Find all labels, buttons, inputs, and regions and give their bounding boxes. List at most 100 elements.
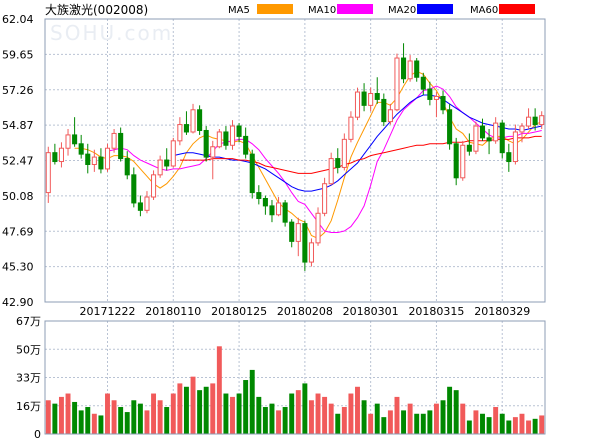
volume-bar [335, 413, 341, 434]
candle [52, 143, 58, 165]
candle [328, 152, 334, 186]
volume-bar [124, 412, 130, 434]
volume-bar [144, 410, 150, 434]
candle [137, 195, 143, 217]
volume-bar [460, 403, 466, 434]
candle-body [203, 129, 209, 158]
price-tick-label: 50.08 [2, 190, 34, 203]
volume-bar [111, 400, 117, 434]
volume-bar [131, 400, 137, 434]
candle-body [229, 125, 236, 146]
candle-body [348, 116, 354, 140]
ma20-line [173, 94, 542, 192]
candle [223, 126, 229, 150]
candle [322, 177, 328, 217]
candle [506, 143, 512, 172]
candle-body [210, 146, 216, 158]
price-axis-labels: 62.04 59.65 57.26 54.87 52.47 50.08 47.69 45.30… [2, 13, 34, 309]
volume-bar [361, 400, 367, 434]
candle-body [183, 124, 189, 133]
volume-bar [157, 400, 163, 434]
candle [98, 148, 104, 174]
candle-body [499, 122, 505, 154]
candle-body [58, 147, 64, 163]
candle-body [190, 109, 196, 133]
volume-bar [374, 403, 380, 434]
candle-body [354, 91, 361, 118]
candle-body [433, 95, 439, 100]
volume-bar [72, 401, 78, 434]
candle [532, 108, 538, 131]
legend-item-ma20: MA20 [388, 4, 453, 16]
candle [91, 149, 97, 172]
candle [58, 142, 64, 168]
date-tick-label: 20180329 [474, 305, 530, 318]
candle-body [45, 152, 51, 194]
candle [315, 207, 321, 246]
candle-body [407, 60, 413, 80]
price-panel-frame [44, 18, 546, 303]
candle-body [295, 223, 301, 242]
date-tick-label: 20180208 [277, 305, 333, 318]
candle-body [52, 152, 58, 163]
candle [341, 133, 347, 171]
candle [401, 43, 407, 84]
candle-body [111, 132, 117, 149]
candle [269, 199, 275, 223]
volume-bars [45, 346, 545, 434]
candle-body [223, 131, 229, 146]
volume-bar [433, 403, 439, 434]
candle [394, 53, 400, 112]
volume-bar [197, 390, 203, 434]
candle-body [519, 125, 525, 133]
candle [144, 191, 150, 214]
volume-bar [282, 407, 288, 434]
candle-body [282, 202, 288, 223]
candle-body [118, 132, 124, 160]
candle-body [322, 183, 328, 214]
legend-label: MA5 [228, 5, 250, 16]
legend-label: MA10 [308, 5, 336, 16]
volume-bar [276, 410, 282, 434]
volume-tick-label: 33万 [16, 372, 41, 385]
candle-body [420, 76, 426, 90]
volume-axis-labels: 67万 50万 33万 16万 0 [16, 315, 41, 440]
candle [164, 148, 170, 171]
volume-bar [203, 386, 209, 434]
candle [295, 217, 301, 257]
candle [151, 170, 157, 200]
candle [118, 127, 124, 162]
volume-bar [473, 410, 479, 434]
candle [539, 111, 545, 130]
candle [374, 77, 380, 104]
volume-bar [328, 403, 334, 434]
volume-panel-frame [44, 320, 546, 435]
volume-bar [190, 376, 196, 434]
candle [420, 72, 426, 95]
volume-bar [85, 407, 91, 434]
volume-tick-label: 16万 [16, 400, 41, 413]
candle [335, 148, 341, 174]
candle [78, 134, 84, 159]
candle [473, 121, 479, 155]
volume-bar [480, 413, 485, 434]
volume-bar [519, 413, 525, 434]
candle-body [361, 91, 367, 106]
candle [190, 103, 196, 134]
legend-label: MA60 [470, 5, 498, 16]
volume-bar [427, 410, 433, 434]
date-tick-label: 20171222 [80, 305, 136, 318]
volume-bar [308, 400, 314, 434]
candle [157, 155, 163, 178]
candle [170, 137, 176, 168]
legend: MA5 MA10 MA20 MA60 [228, 4, 535, 16]
candle [72, 117, 78, 147]
volume-bar [499, 413, 505, 434]
candle [262, 195, 268, 215]
candle [183, 111, 189, 135]
candle-body [269, 205, 275, 216]
candle [302, 220, 308, 271]
volume-bar [322, 396, 328, 434]
candle [361, 83, 367, 112]
date-tick-label: 20180301 [343, 305, 399, 318]
